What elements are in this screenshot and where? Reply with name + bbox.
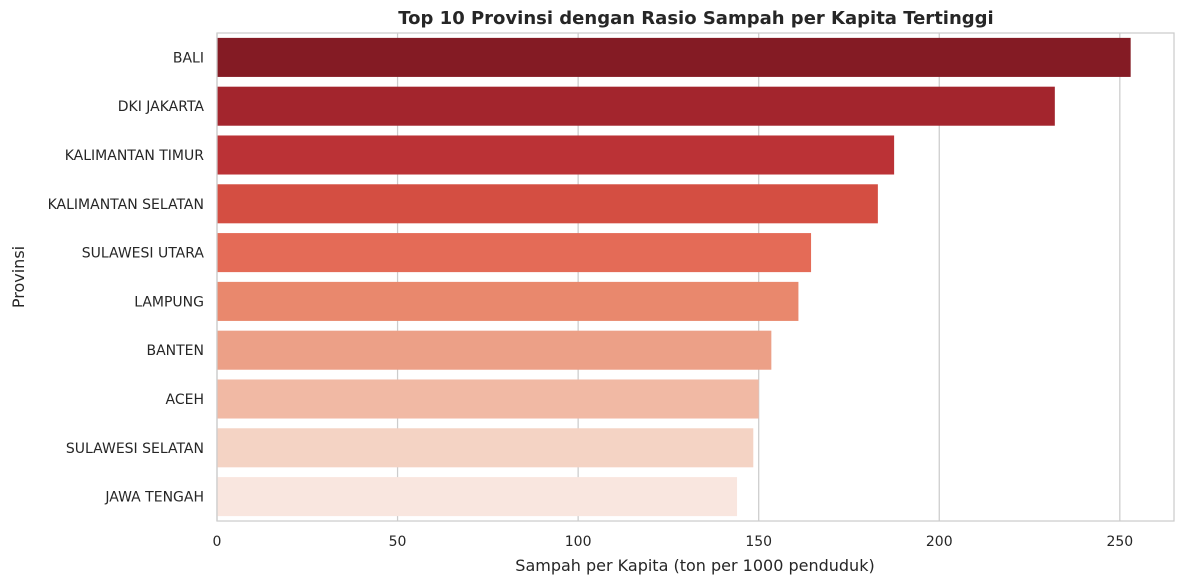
bar [217, 330, 772, 370]
y-axis-label: Provinsi [9, 246, 28, 308]
y-tick-label: JAWA TENGAH [104, 490, 204, 506]
y-tick-label: LAMPUNG [134, 294, 204, 310]
bar [217, 184, 878, 224]
x-tick-label: 0 [213, 534, 222, 550]
x-tick-label: 150 [745, 534, 772, 550]
x-tick-label: 200 [926, 534, 953, 550]
y-tick-label: KALIMANTAN SELATAN [48, 197, 204, 213]
x-axis-label: Sampah per Kapita (ton per 1000 penduduk… [515, 556, 874, 575]
bar [217, 135, 895, 175]
y-tick-label: SULAWESI SELATAN [66, 441, 204, 457]
bar [217, 428, 754, 468]
bar [217, 86, 1055, 126]
x-tick-labels: 0 50 100 150 200 250 [213, 534, 1134, 550]
bar [217, 477, 738, 517]
bars [217, 37, 1131, 517]
y-tick-label: BANTEN [146, 343, 204, 359]
bar [217, 37, 1131, 77]
x-tick-label: 250 [1106, 534, 1133, 550]
chart-title: Top 10 Provinsi dengan Rasio Sampah per … [398, 8, 993, 29]
x-tick-label: 100 [565, 534, 592, 550]
bar [217, 379, 759, 419]
plot-frame [216, 32, 1175, 522]
y-tick-label: SULAWESI UTARA [82, 246, 205, 262]
y-tick-label: KALIMANTAN TIMUR [65, 148, 205, 164]
y-tick-labels: BALI DKI JAKARTA KALIMANTAN TIMUR KALIMANTA… [48, 50, 205, 505]
bar [217, 281, 799, 321]
y-tick-label: DKI JAKARTA [118, 99, 205, 115]
y-tick-label: ACEH [166, 392, 204, 408]
bar [217, 233, 812, 273]
y-tick-label: BALI [173, 50, 204, 66]
x-tick-label: 50 [389, 534, 407, 550]
